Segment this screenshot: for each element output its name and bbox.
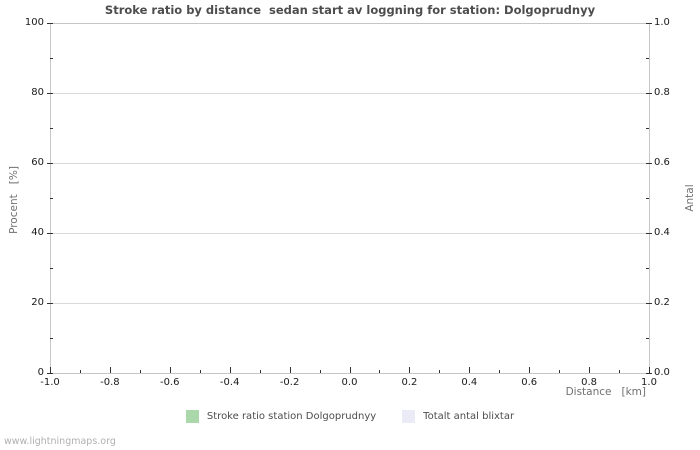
y-left-tick-label: 0 [37,367,44,378]
x-tick-label: 0.4 [461,377,478,388]
x-tick-label: -0.6 [160,377,180,388]
watermark-url: www.lightningmaps.org [4,436,116,447]
chart-title: Stroke ratio by distance sedan start av … [104,3,596,17]
y-right-tick-label: 0.8 [654,87,670,98]
y-left-tick-label: 40 [31,227,44,238]
x-tick-label: 0.6 [521,377,538,388]
y-left-tick-label: 80 [31,87,44,98]
axis-ticks [47,23,652,374]
y-left-tick-label: 20 [31,297,44,308]
x-tick-label: 0.2 [401,377,418,388]
legend-swatch-lavender [402,410,416,423]
legend-swatch-green [185,410,199,423]
x-tick-label: -0.2 [279,377,300,388]
x-tick-label: 1.0 [641,377,657,388]
x-tick-label: 0.8 [581,377,598,388]
y-right-tick-label: 0.6 [654,157,670,168]
plot-frame [50,23,650,374]
legend-label-stroke-ratio: Stroke ratio station Dolgoprudnyy [206,411,377,422]
x-tick-label: -0.8 [100,377,120,388]
y-right-tick-label: 0.4 [654,227,670,238]
x-tick-label: -1.0 [40,377,60,388]
gridlines [50,93,649,304]
x-tick-label: 0.0 [341,377,358,388]
legend-item-total-strokes: Totalt antal blixtar [402,410,514,423]
legend-item-stroke-ratio: Stroke ratio station Dolgoprudnyy [185,410,377,423]
y-left-tick-label: 100 [24,17,44,28]
y-axis-right-label: Antal [684,184,696,212]
legend: Stroke ratio station Dolgoprudnyy Totalt… [0,410,700,423]
x-tick-label: -0.4 [219,377,240,388]
y-right-tick-label: 0.2 [654,297,670,308]
legend-label-total-strokes: Totalt antal blixtar [423,411,515,422]
y-axis-left-label: Procent [%] [8,166,20,234]
y-right-tick-label: 0.0 [654,367,670,378]
y-right-tick-label: 1.0 [654,17,670,28]
x-axis-label: Distance [km] [565,386,646,398]
y-left-tick-label: 60 [31,157,44,168]
